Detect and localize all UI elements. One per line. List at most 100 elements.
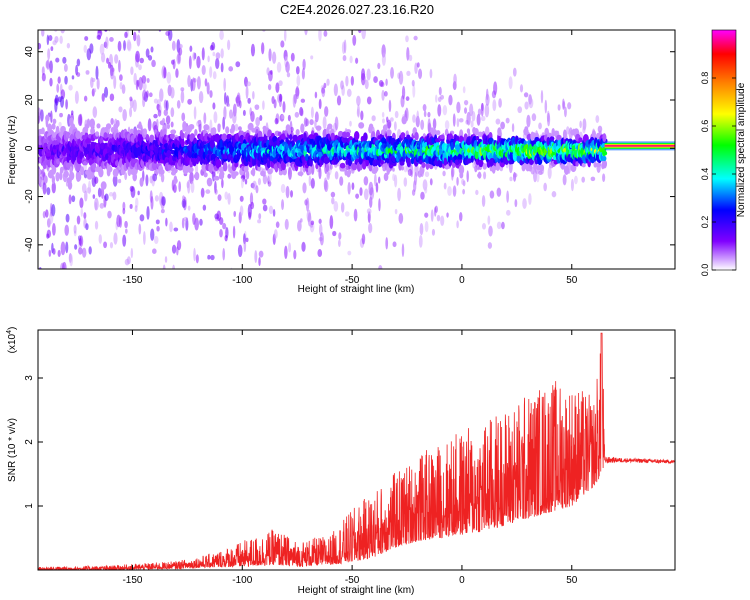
spectrogram-cell — [382, 124, 388, 132]
spectrogram-cell — [345, 23, 348, 29]
spectrogram-cell — [182, 120, 187, 131]
spectrogram-cell — [175, 316, 178, 327]
spectrogram-cell — [52, 248, 56, 255]
spectrogram-cell — [124, 172, 128, 181]
spectrogram-cell — [302, 58, 306, 71]
spectrogram-cell — [435, 94, 438, 103]
spectrogram-cell — [145, 48, 150, 58]
spectrogram-cell — [114, 54, 119, 64]
spectrogram-cell — [284, 218, 289, 230]
spectrogram-cell — [218, 166, 225, 173]
spectrogram-cell — [511, 123, 515, 133]
spectrogram-cell — [166, 71, 172, 84]
spectrogram-cell — [347, 158, 353, 167]
svg-text:(x104): (x104) — [6, 327, 18, 354]
spectrogram-cell — [314, 111, 319, 123]
spectrogram-cell — [438, 86, 442, 96]
spectrogram-cell — [277, 306, 281, 311]
spectrogram-cell — [263, 158, 268, 165]
spectrogram-cell — [488, 225, 493, 237]
spectrogram-cell — [481, 195, 486, 207]
spectrogram-cell — [80, 207, 83, 217]
spectrogram-cell — [420, 191, 425, 200]
spectrogram-cell — [40, 109, 44, 122]
spectrogram-cell — [106, 57, 110, 64]
spectrogram-cell — [150, 228, 155, 241]
spectrogram-cell — [271, 51, 277, 64]
spectrogram-cell — [56, 83, 60, 93]
spectrogram-cell — [366, 208, 372, 215]
spectrogram-cell — [294, 111, 300, 118]
spectrogram-cell — [137, 5, 141, 19]
spectrogram-cell — [283, 319, 286, 326]
spectrogram-cell — [336, 95, 342, 106]
spectrogram-cell — [302, 182, 307, 194]
spectrogram-cell — [67, 180, 73, 190]
spectrogram-cell — [337, 239, 341, 248]
spectrogram-cell — [457, 153, 463, 160]
spectrogram-cell — [466, 111, 471, 126]
spectrogram-cell — [278, 171, 283, 176]
spectrogram-cell — [163, 67, 167, 79]
snr-x-tick-label: -150 — [122, 575, 142, 586]
spectrogram-cell — [339, 162, 346, 169]
spectrogram-cell — [194, 217, 199, 231]
spectrogram-cell — [230, 4, 234, 10]
spectrogram-cell — [334, 116, 339, 131]
spectrogram-cell — [102, 127, 109, 135]
spectrogram-cell — [145, 174, 149, 187]
spectrogram-cell — [477, 108, 482, 116]
spectrogram-cell — [63, 63, 68, 73]
spectrogram-cell — [105, 36, 109, 50]
spectrogram-cell — [130, 186, 136, 199]
spectrogram-cell — [304, 30, 308, 36]
spectrogram-cell — [444, 120, 450, 130]
spectrogram-cell — [557, 104, 561, 111]
spectrogram-cell — [129, 96, 133, 102]
spectrogram-cell — [212, 102, 216, 110]
spectrogram-cell — [51, 204, 56, 217]
spectrogram-cell — [89, 118, 96, 129]
spectrogram-cell — [71, 110, 74, 116]
spectrogram-cell — [505, 117, 510, 124]
spectrogram-cell — [419, 223, 424, 236]
spectrogram-cell — [150, 195, 154, 210]
spectrogram-x-tick-label: -100 — [232, 275, 252, 286]
spectrogram-cell — [373, 76, 378, 83]
spectrogram-cell — [76, 172, 82, 182]
spectrogram-cell — [131, 14, 136, 19]
spectrogram-cell — [321, 87, 325, 94]
spectrogram-cell — [324, 106, 329, 117]
spectrogram-cell — [422, 104, 427, 112]
spectrogram-cell — [414, 132, 419, 141]
spectrogram-cell — [209, 0, 213, 1]
spectrogram-cell — [207, 55, 210, 63]
spectrogram-cell — [214, 188, 218, 195]
spectrogram-cell — [63, 170, 69, 178]
spectrogram-cell — [463, 100, 469, 106]
spectrogram-cell — [273, 99, 277, 109]
spectrogram-cell — [190, 6, 193, 15]
spectrogram-cell — [96, 34, 101, 40]
spectrogram-cell — [498, 98, 502, 108]
spectrogram-cell — [276, 61, 282, 73]
spectrogram-cell — [225, 126, 230, 134]
spectrogram-cell — [108, 192, 114, 197]
spectrogram-cell — [39, 14, 42, 21]
spectrogram-cell — [424, 171, 430, 178]
spectrogram-cell — [234, 17, 237, 21]
spectrogram-cell — [83, 44, 87, 53]
spectrogram-cell — [281, 161, 286, 171]
spectrogram-cell — [405, 35, 409, 43]
spectrogram-cell — [54, 0, 58, 3]
spectrogram-cell — [219, 217, 224, 225]
spectrogram-cell — [243, 238, 247, 253]
spectrogram-cell — [318, 166, 322, 180]
colorbar-gradient — [711, 29, 737, 271]
spectrogram-cell — [213, 175, 220, 181]
spectrogram-cell — [136, 123, 143, 129]
spectrogram-cell — [359, 187, 363, 196]
spectrogram-cell — [127, 7, 130, 20]
spectrogram-cell — [385, 237, 389, 250]
spectrogram-cell — [97, 17, 101, 21]
